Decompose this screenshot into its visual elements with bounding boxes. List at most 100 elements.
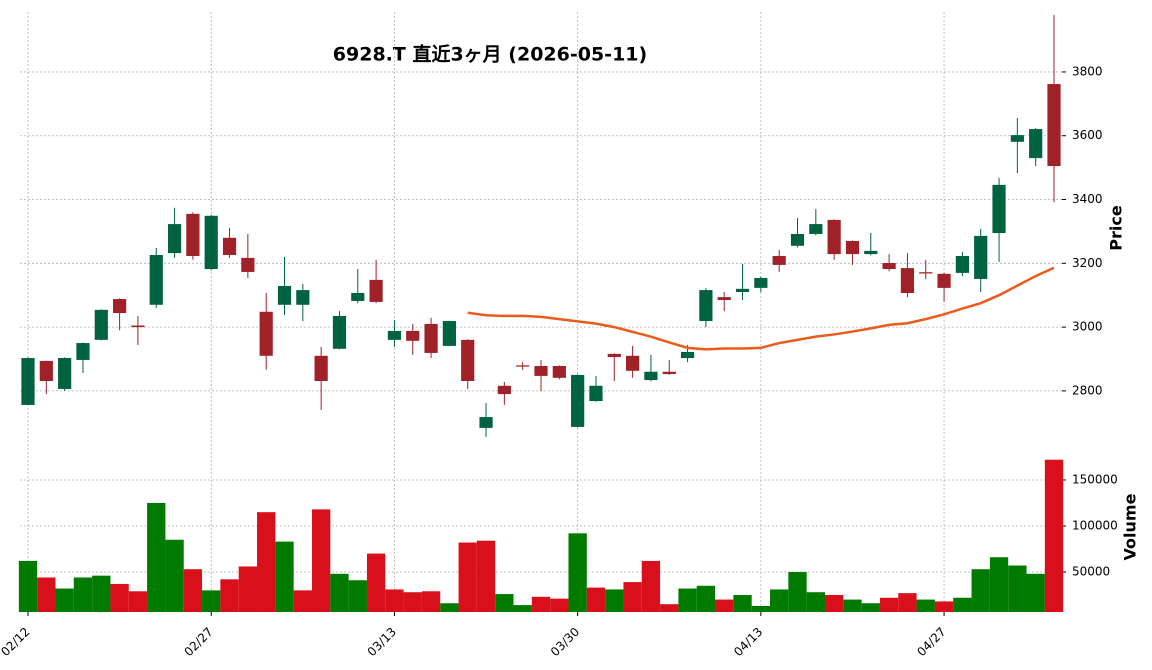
volume-bar xyxy=(770,589,789,612)
volume-bar xyxy=(916,599,935,612)
y-tick-label: 3600 xyxy=(1072,128,1103,142)
volume-tick-label: 50000 xyxy=(1072,564,1110,578)
volume-bar xyxy=(385,589,404,612)
candle-body xyxy=(479,417,493,428)
price-axis-label: Price xyxy=(1107,205,1126,251)
candle-body xyxy=(387,330,402,340)
candle-body xyxy=(461,339,475,381)
candle-body xyxy=(735,288,750,293)
volume-tick-label: 100000 xyxy=(1072,518,1118,532)
candle-body xyxy=(827,219,841,255)
y-tick-label: 3200 xyxy=(1072,256,1103,270)
candle-body xyxy=(259,311,273,356)
x-tick-label: 03/30 xyxy=(548,625,582,659)
volume-bar xyxy=(586,587,606,612)
candle-body xyxy=(974,235,988,279)
volume-bar xyxy=(440,603,459,612)
volume-bar xyxy=(605,589,624,612)
volume-bar xyxy=(531,596,551,612)
volume-bar xyxy=(128,591,148,612)
y-tick-label: 3000 xyxy=(1072,320,1103,334)
candle-body xyxy=(39,360,53,381)
volume-bar xyxy=(513,605,532,612)
candle-body xyxy=(222,237,237,256)
volume-bar xyxy=(1008,565,1027,612)
y-tick-label: 2800 xyxy=(1072,383,1103,397)
volume-bar xyxy=(898,593,917,612)
candle-body xyxy=(149,255,163,305)
x-tick-label: 02/12 xyxy=(0,625,33,659)
candle-body xyxy=(589,385,603,402)
candle-body xyxy=(882,262,896,270)
x-tick-label: 02/27 xyxy=(181,625,215,659)
candle-body xyxy=(277,285,292,305)
volume-bar xyxy=(403,592,422,612)
volume-bar xyxy=(568,533,587,612)
volume-bar xyxy=(458,542,477,612)
candle-body xyxy=(717,297,731,300)
candle-body xyxy=(332,315,347,349)
candle-body xyxy=(21,358,35,405)
volume-bar xyxy=(550,598,569,612)
x-tick-label: 04/13 xyxy=(731,625,765,659)
volume-bar xyxy=(366,553,386,612)
candle-body xyxy=(1047,84,1061,167)
candle-body xyxy=(204,215,218,270)
y-tick-label: 3800 xyxy=(1072,64,1103,78)
volume-bar xyxy=(238,566,258,612)
candle-body xyxy=(534,366,548,376)
volume-bar xyxy=(476,540,496,612)
volume-tick-label: 150000 xyxy=(1072,472,1118,486)
volume-bar xyxy=(18,560,38,612)
volume-bar xyxy=(55,588,74,612)
candle-body xyxy=(1010,135,1024,142)
candle-body xyxy=(900,268,915,293)
volume-bar xyxy=(330,573,349,612)
candle-body xyxy=(1029,129,1043,159)
volume-bar xyxy=(92,575,111,612)
volume-bar xyxy=(751,606,771,612)
volume-bar xyxy=(623,582,642,612)
candle-body xyxy=(351,292,365,301)
candle-body xyxy=(571,374,585,427)
candle-body xyxy=(167,224,182,254)
volume-bar xyxy=(660,604,679,612)
candle-body xyxy=(845,240,860,255)
candle-body xyxy=(864,250,878,255)
volume-bar xyxy=(348,580,367,612)
candle-body xyxy=(809,224,823,234)
volume-bar xyxy=(678,588,697,612)
volume-bar xyxy=(971,569,990,612)
volume-bar xyxy=(165,539,184,612)
volume-bar xyxy=(73,577,93,612)
volume-bar xyxy=(275,541,294,612)
volume-bar xyxy=(806,592,825,612)
volume-bar xyxy=(696,585,716,612)
volume-bar xyxy=(641,560,661,612)
candle-body xyxy=(131,325,145,328)
candle-body xyxy=(919,272,933,274)
candle-body xyxy=(992,184,1006,234)
volume-bar xyxy=(293,590,312,612)
x-tick-label: 04/27 xyxy=(914,625,948,659)
candle-body xyxy=(76,343,90,360)
candle-body xyxy=(241,257,255,272)
volume-bar xyxy=(934,601,954,612)
volume-bar xyxy=(861,603,880,612)
volume-bar xyxy=(1026,573,1045,612)
x-tick-label: 03/13 xyxy=(365,625,399,659)
candle-body xyxy=(516,365,530,367)
volume-bar xyxy=(989,557,1009,612)
volume-bar xyxy=(843,599,862,612)
candle-body xyxy=(607,353,621,358)
moving-average-line xyxy=(467,266,1055,351)
volume-bar xyxy=(953,597,972,612)
candle-body xyxy=(626,355,640,371)
candle-body xyxy=(442,321,456,346)
volume-bar xyxy=(110,583,129,612)
candle-body xyxy=(790,233,805,246)
volume-bar xyxy=(147,502,166,612)
volume-bar xyxy=(879,597,899,612)
candle-body xyxy=(772,255,786,265)
